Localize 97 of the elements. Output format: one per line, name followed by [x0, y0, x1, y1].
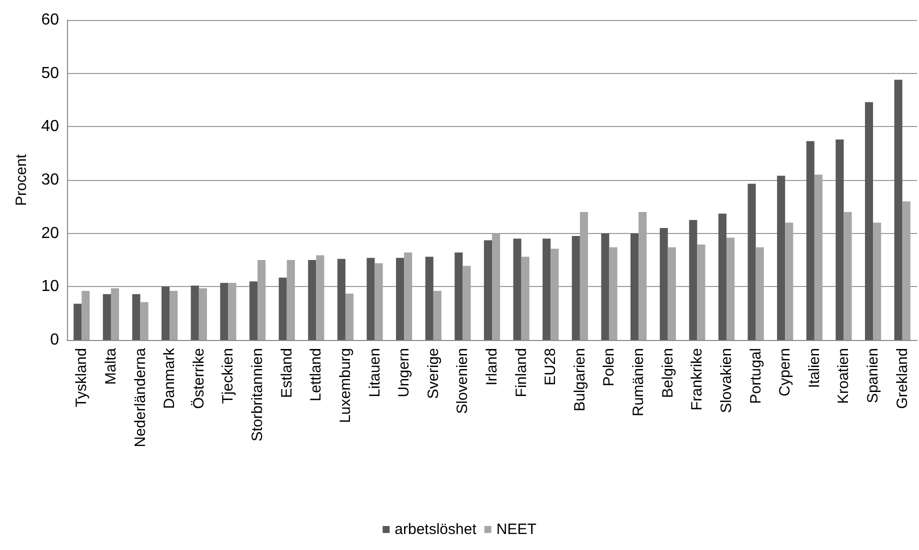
bar — [638, 212, 647, 340]
x-tick-label: Ungern — [396, 348, 413, 398]
bar — [170, 290, 178, 340]
bar — [726, 238, 735, 340]
x-tick-label: Italien — [806, 348, 823, 388]
x-tick-label: Kroatien — [835, 348, 852, 404]
bar — [286, 260, 295, 340]
x-tick-label: Grekland — [894, 348, 911, 409]
bar — [513, 238, 522, 340]
x-tick-label: Cypern — [776, 348, 794, 396]
bar — [102, 294, 111, 340]
x-tick-label: Litauen — [366, 348, 384, 398]
x-tick-label: Danmark — [161, 348, 178, 409]
y-tick-label: 10 — [41, 278, 60, 296]
bar — [162, 286, 170, 340]
bar — [542, 238, 551, 340]
bar — [82, 290, 90, 340]
bar — [110, 288, 120, 340]
bar — [844, 212, 852, 340]
bar — [864, 102, 874, 340]
bar — [572, 236, 580, 340]
x-tick-label: Estland — [278, 348, 296, 398]
bar — [873, 222, 882, 340]
bar — [345, 294, 354, 340]
x-tick-label: Tjeckien — [220, 348, 237, 404]
bar — [550, 248, 559, 340]
bar — [425, 256, 434, 340]
bar — [785, 222, 794, 340]
x-tick-label: Frankrike — [688, 348, 706, 411]
bar — [521, 256, 530, 340]
bar — [756, 247, 764, 340]
bar — [806, 141, 814, 340]
bar — [630, 233, 639, 340]
x-tick-label: Österrike — [190, 348, 208, 409]
x-tick-label: Sverige — [424, 348, 442, 399]
bar — [902, 201, 910, 340]
x-tick-label: Luxemburg — [336, 348, 354, 424]
bar — [249, 281, 258, 340]
bar — [484, 240, 492, 340]
bar — [894, 80, 902, 340]
y-tick-label: 40 — [41, 118, 60, 136]
bar — [74, 304, 82, 340]
x-tick-label: Portugal — [747, 348, 764, 404]
bar — [366, 258, 375, 340]
bar — [454, 252, 463, 340]
x-tick-label: Malta — [102, 347, 120, 385]
bar — [580, 212, 588, 340]
bar — [601, 233, 610, 340]
bar — [609, 247, 618, 340]
x-tick-label: Bulgarien — [571, 348, 588, 412]
x-tick-label: Polen — [600, 348, 618, 386]
x-tick-label: Nederländerna — [132, 347, 149, 448]
bar — [374, 263, 383, 340]
y-tick-label: 20 — [41, 224, 60, 242]
x-tick-label: EU28 — [542, 348, 560, 386]
x-tick-label: Tyskland — [73, 348, 90, 408]
x-tick-label: Irland — [484, 348, 500, 386]
legend-label: NEET — [496, 521, 536, 538]
bar — [433, 290, 442, 340]
bar — [668, 247, 676, 340]
x-tick-label: Lettland — [308, 348, 325, 402]
bar — [777, 176, 786, 340]
bar — [396, 258, 404, 340]
y-axis-title: Procent — [13, 153, 30, 206]
bar — [337, 258, 346, 340]
bar — [140, 302, 148, 340]
bar — [258, 260, 266, 340]
y-tick-label: 50 — [41, 64, 60, 82]
bar — [198, 288, 207, 340]
x-tick-label: Rumänien — [630, 348, 648, 416]
bar — [660, 228, 668, 340]
bar — [689, 220, 698, 340]
legend-label: arbetslöshet — [394, 521, 478, 538]
x-tick-label: Slovakien — [718, 348, 735, 414]
bar — [308, 260, 316, 340]
bar — [220, 282, 228, 340]
bar — [748, 184, 756, 340]
x-tick-label: Finland — [512, 348, 530, 398]
x-tick-label: Spanien — [864, 348, 882, 404]
bar — [697, 244, 706, 340]
bar — [462, 266, 471, 340]
bar — [814, 174, 822, 340]
y-tick-label: 60 — [41, 12, 60, 28]
bar — [492, 233, 500, 340]
x-tick-label: Belgien — [659, 348, 676, 398]
x-tick-label: Storbritannien — [249, 348, 266, 442]
bar — [316, 255, 324, 340]
y-tick-label: 0 — [50, 332, 60, 348]
bar — [836, 139, 844, 340]
y-tick-label: 30 — [41, 172, 60, 188]
bar — [404, 252, 412, 340]
bar — [132, 294, 140, 340]
bar — [190, 286, 199, 340]
x-tick-label: Slovenien — [454, 348, 472, 414]
bar — [718, 214, 726, 340]
bar — [228, 282, 236, 340]
bar — [278, 278, 287, 340]
